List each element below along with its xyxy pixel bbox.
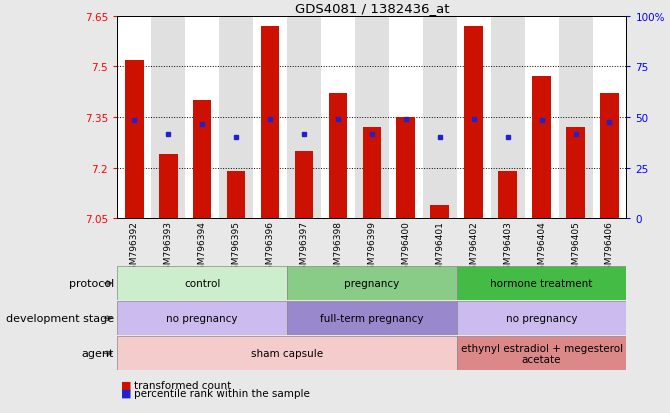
Text: agent: agent xyxy=(82,349,114,358)
Text: ethynyl estradiol + megesterol
acetate: ethynyl estradiol + megesterol acetate xyxy=(460,343,622,364)
Bar xyxy=(295,152,314,219)
Bar xyxy=(151,17,185,219)
Title: GDS4081 / 1382436_at: GDS4081 / 1382436_at xyxy=(295,2,449,15)
Text: no pregnancy: no pregnancy xyxy=(506,313,578,323)
Bar xyxy=(328,94,347,219)
Text: no pregnancy: no pregnancy xyxy=(166,313,238,323)
Bar xyxy=(464,27,483,219)
Bar xyxy=(423,17,457,219)
Bar xyxy=(287,301,457,335)
Bar xyxy=(600,94,619,219)
Text: hormone treatment: hormone treatment xyxy=(490,278,593,288)
Bar xyxy=(457,266,626,300)
Text: ■: ■ xyxy=(121,380,131,390)
Text: control: control xyxy=(184,278,220,288)
Text: pregnancy: pregnancy xyxy=(344,278,399,288)
Bar xyxy=(219,17,253,219)
Bar xyxy=(362,128,381,219)
Text: protocol: protocol xyxy=(68,278,114,288)
Bar xyxy=(117,266,287,300)
Bar xyxy=(457,337,626,370)
Text: sham capsule: sham capsule xyxy=(251,349,323,358)
Bar xyxy=(159,155,178,219)
Bar xyxy=(125,60,143,219)
Text: transformed count: transformed count xyxy=(134,380,231,390)
Text: full-term pregnancy: full-term pregnancy xyxy=(320,313,423,323)
Bar xyxy=(287,266,457,300)
Bar xyxy=(287,17,321,219)
Bar xyxy=(566,128,585,219)
Text: percentile rank within the sample: percentile rank within the sample xyxy=(134,388,310,398)
Bar xyxy=(226,172,245,219)
Bar xyxy=(430,205,449,219)
Bar xyxy=(117,337,457,370)
Bar xyxy=(532,77,551,219)
Bar xyxy=(117,301,287,335)
Bar xyxy=(490,17,525,219)
Bar xyxy=(355,17,389,219)
Text: development stage: development stage xyxy=(6,313,114,323)
Bar xyxy=(457,301,626,335)
Bar xyxy=(559,17,592,219)
Bar xyxy=(498,172,517,219)
Bar xyxy=(193,101,212,219)
Bar xyxy=(261,27,279,219)
Bar xyxy=(397,118,415,219)
Text: ■: ■ xyxy=(121,388,131,398)
